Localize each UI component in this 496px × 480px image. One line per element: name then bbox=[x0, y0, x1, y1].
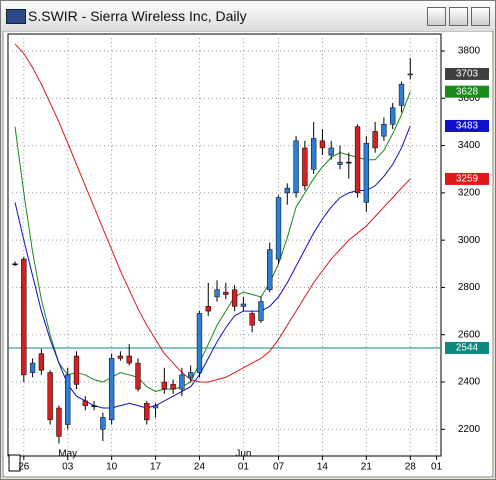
x-tick-label: 17 bbox=[150, 462, 162, 473]
x-tick-label: 14 bbox=[317, 462, 329, 473]
window-title: S.SWIR - Sierra Wireless Inc, Daily bbox=[28, 8, 247, 24]
x-tick-label: 28 bbox=[405, 462, 417, 473]
candle-body bbox=[407, 73, 413, 76]
candle-body bbox=[354, 126, 361, 194]
candle-body bbox=[381, 124, 387, 137]
title-bar: S.SWIR - Sierra Wireless Inc, Daily bbox=[1, 1, 495, 31]
candle-body bbox=[179, 374, 185, 390]
reference-label: 2544 bbox=[456, 343, 479, 354]
moving-average bbox=[14, 91, 411, 392]
candle-body bbox=[337, 161, 343, 165]
close-button[interactable] bbox=[471, 7, 490, 26]
reference-label-box bbox=[445, 341, 489, 354]
x-tick-label: 24 bbox=[194, 462, 206, 473]
x-tick-label: 01 bbox=[431, 462, 443, 473]
app-icon bbox=[6, 9, 26, 24]
last-value-label: 3483 bbox=[456, 121, 479, 132]
x-tick-label: 07 bbox=[273, 462, 285, 473]
x-tick-label: 26 bbox=[18, 462, 30, 473]
candle-body bbox=[398, 83, 405, 106]
y-tick-label: 2600 bbox=[458, 329, 481, 340]
candle-body bbox=[319, 140, 326, 149]
last-value-label: 3628 bbox=[456, 86, 479, 97]
candle-body bbox=[196, 313, 203, 373]
candle-body bbox=[135, 362, 141, 390]
candle-body bbox=[170, 384, 176, 390]
y-tick-label: 3400 bbox=[458, 140, 481, 151]
moving-average bbox=[14, 125, 411, 409]
y-tick-label: 2800 bbox=[458, 282, 481, 293]
candle-body bbox=[372, 131, 378, 149]
last-value-label-box bbox=[445, 172, 489, 185]
candle-body bbox=[275, 197, 282, 260]
y-tick-label: 3200 bbox=[458, 188, 481, 199]
last-close-label: 3703 bbox=[456, 69, 479, 80]
candle-body bbox=[240, 303, 247, 307]
candle-body bbox=[108, 358, 115, 421]
candle-body bbox=[82, 400, 88, 406]
candle-body bbox=[29, 362, 36, 373]
candle-body bbox=[293, 140, 299, 194]
candle-body bbox=[47, 372, 53, 421]
month-label: May bbox=[58, 449, 77, 460]
candle-body bbox=[126, 355, 132, 364]
candle-body bbox=[38, 353, 45, 371]
candle-body bbox=[144, 403, 150, 421]
candle-body bbox=[73, 355, 80, 385]
candle-body bbox=[390, 107, 396, 125]
last-value-label: 3259 bbox=[456, 174, 479, 185]
candle-body bbox=[91, 405, 97, 407]
candle-body bbox=[231, 289, 238, 307]
candle-body bbox=[310, 138, 317, 170]
y-tick-label: 3000 bbox=[458, 235, 481, 246]
candle-body bbox=[267, 249, 273, 291]
candle-body bbox=[249, 313, 255, 326]
candle-body bbox=[117, 355, 124, 359]
y-tick-label: 2400 bbox=[458, 377, 481, 388]
candle-body bbox=[258, 301, 264, 321]
last-value-label-box bbox=[445, 85, 489, 98]
candle-body bbox=[188, 372, 194, 378]
candle-body bbox=[205, 306, 211, 312]
y-tick-label: 3600 bbox=[458, 93, 481, 104]
candle-body bbox=[152, 405, 159, 409]
candle-body bbox=[328, 147, 334, 156]
candle-body bbox=[21, 258, 27, 376]
maximize-button[interactable] bbox=[449, 7, 468, 26]
candle-body bbox=[284, 187, 290, 194]
candle-body bbox=[56, 407, 62, 437]
moving-average bbox=[14, 43, 411, 383]
candle-body bbox=[65, 374, 71, 425]
last-value-label-box bbox=[445, 119, 489, 132]
x-tick-label: 01 bbox=[238, 462, 250, 473]
y-tick-label: 2200 bbox=[458, 424, 481, 435]
chart: 2200 2400 2600 2800 3000 3200 3400 3600 3800 26 03… bbox=[2, 31, 494, 478]
x-tick-label: 21 bbox=[361, 462, 373, 473]
candle-body bbox=[223, 291, 229, 295]
plot-frame bbox=[7, 33, 442, 457]
candle-body bbox=[100, 417, 106, 430]
last-close-label-box bbox=[445, 67, 489, 80]
y-tick-label: 3800 bbox=[458, 46, 481, 57]
x-tick-label: 10 bbox=[106, 462, 118, 473]
candle-body bbox=[214, 289, 220, 298]
candle-body bbox=[12, 263, 18, 266]
scroll-box bbox=[8, 454, 21, 472]
candle-body bbox=[363, 142, 370, 203]
month-label: Jun bbox=[235, 449, 251, 460]
candle-body bbox=[161, 381, 168, 390]
candle-body bbox=[346, 161, 352, 164]
minimize-button[interactable] bbox=[427, 7, 446, 26]
candle-body bbox=[302, 147, 308, 187]
x-tick-label: 03 bbox=[62, 462, 74, 473]
